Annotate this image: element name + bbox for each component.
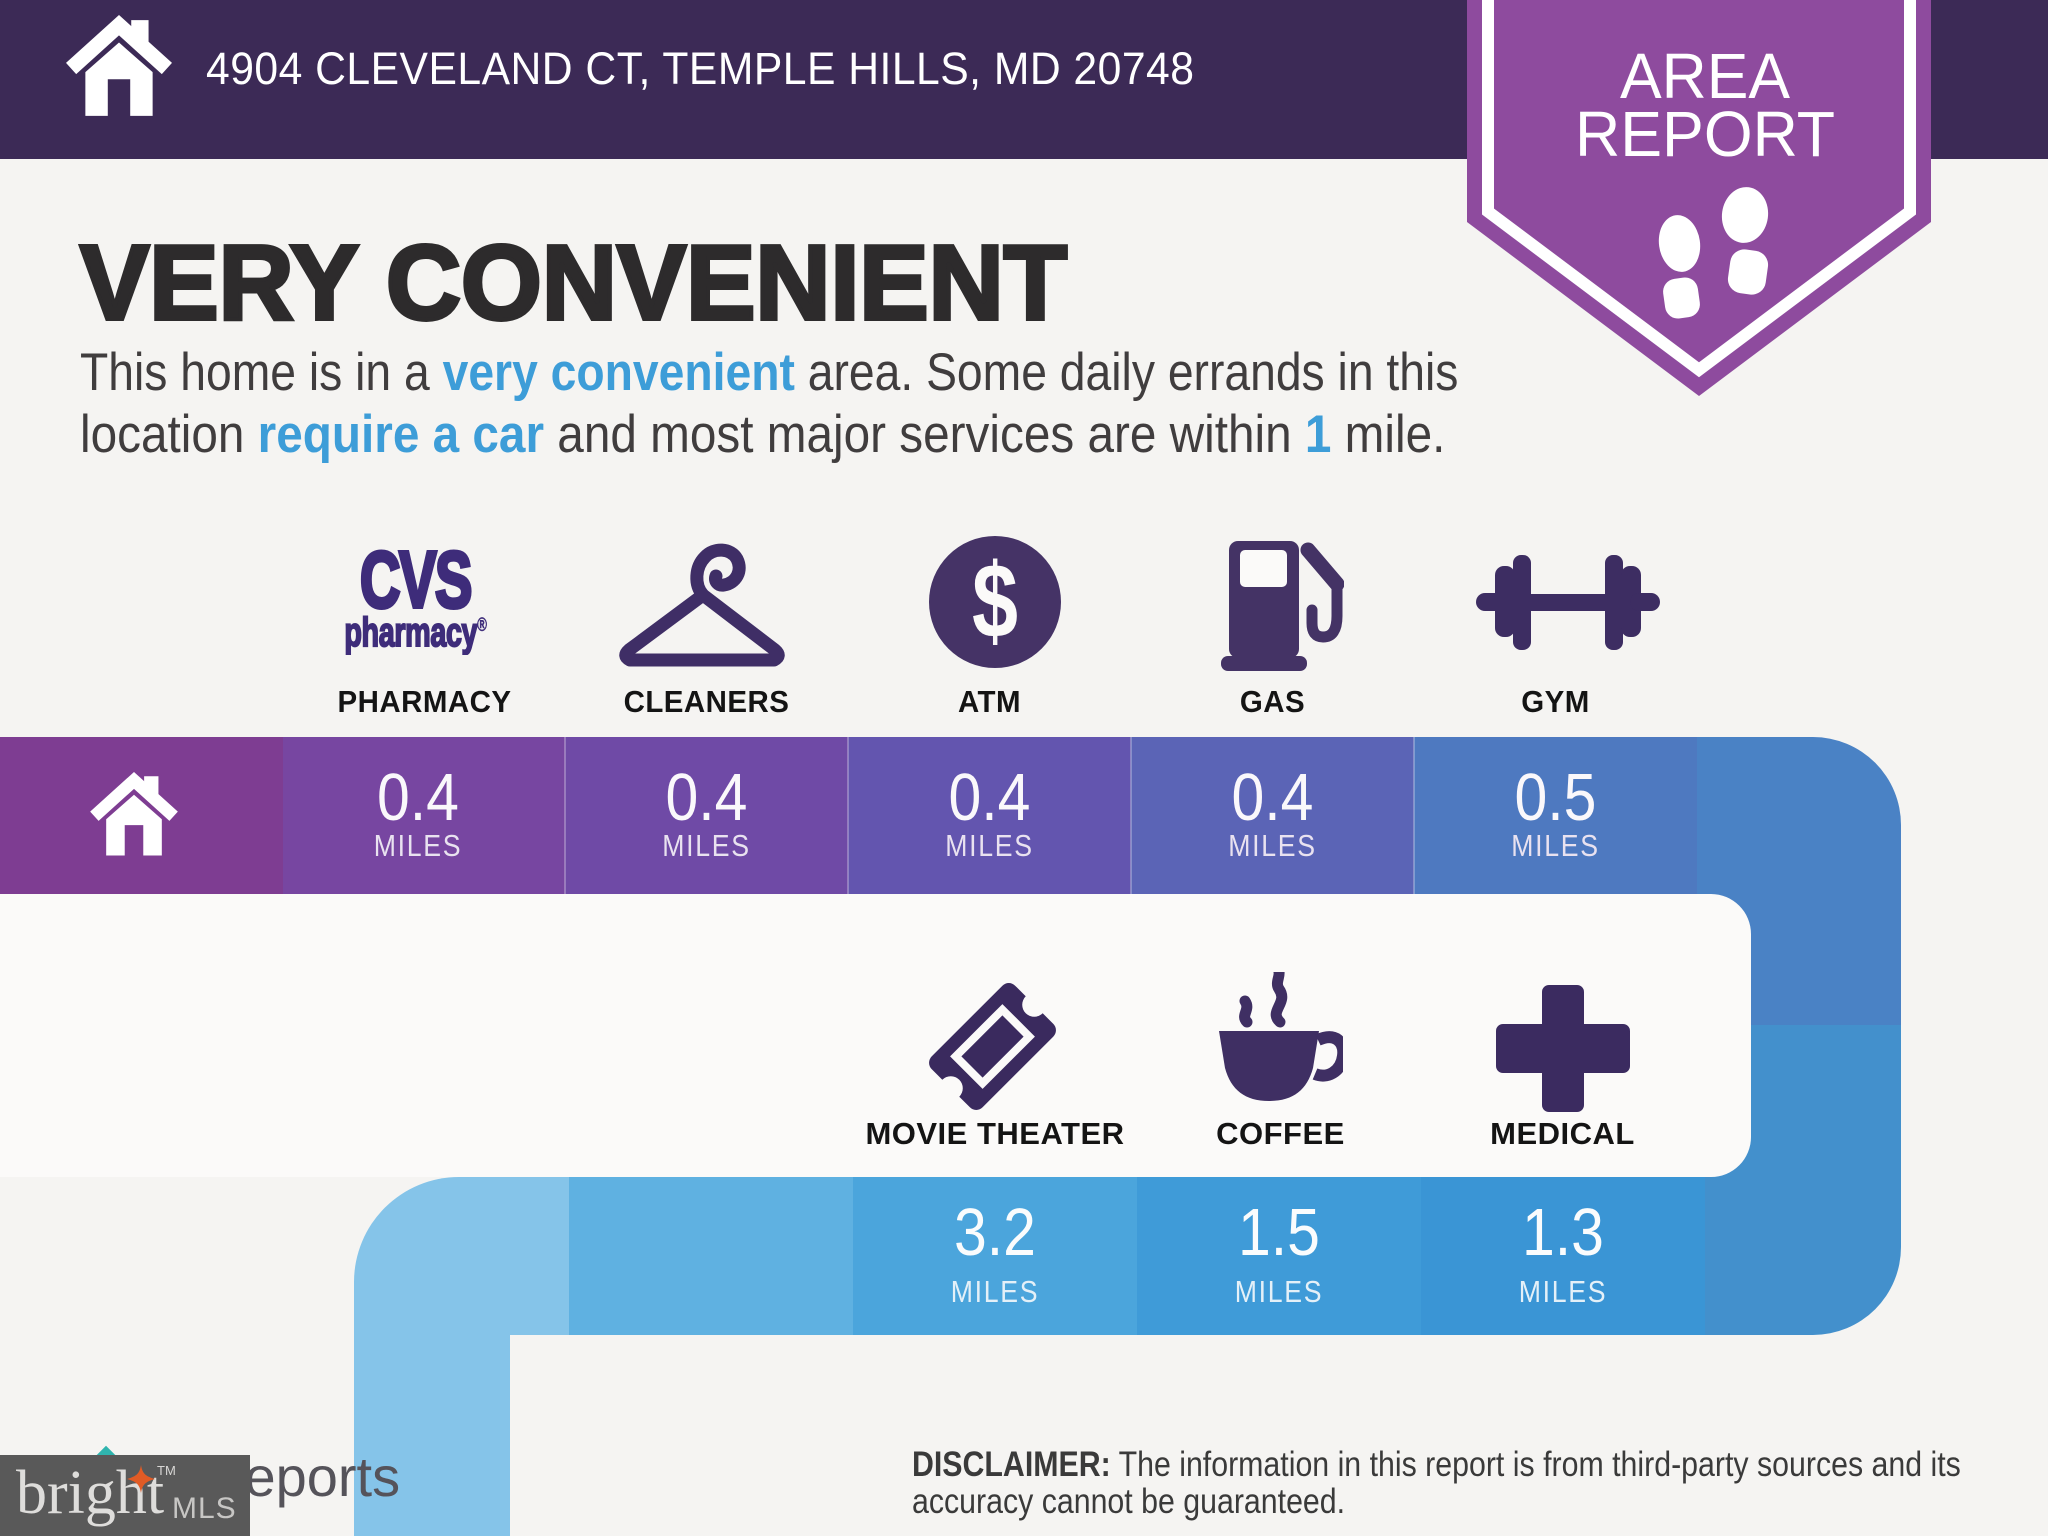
svg-text:AREA: AREA — [1620, 40, 1790, 112]
svg-text:$: $ — [972, 542, 1018, 660]
svg-text:REPORT: REPORT — [1575, 98, 1835, 170]
